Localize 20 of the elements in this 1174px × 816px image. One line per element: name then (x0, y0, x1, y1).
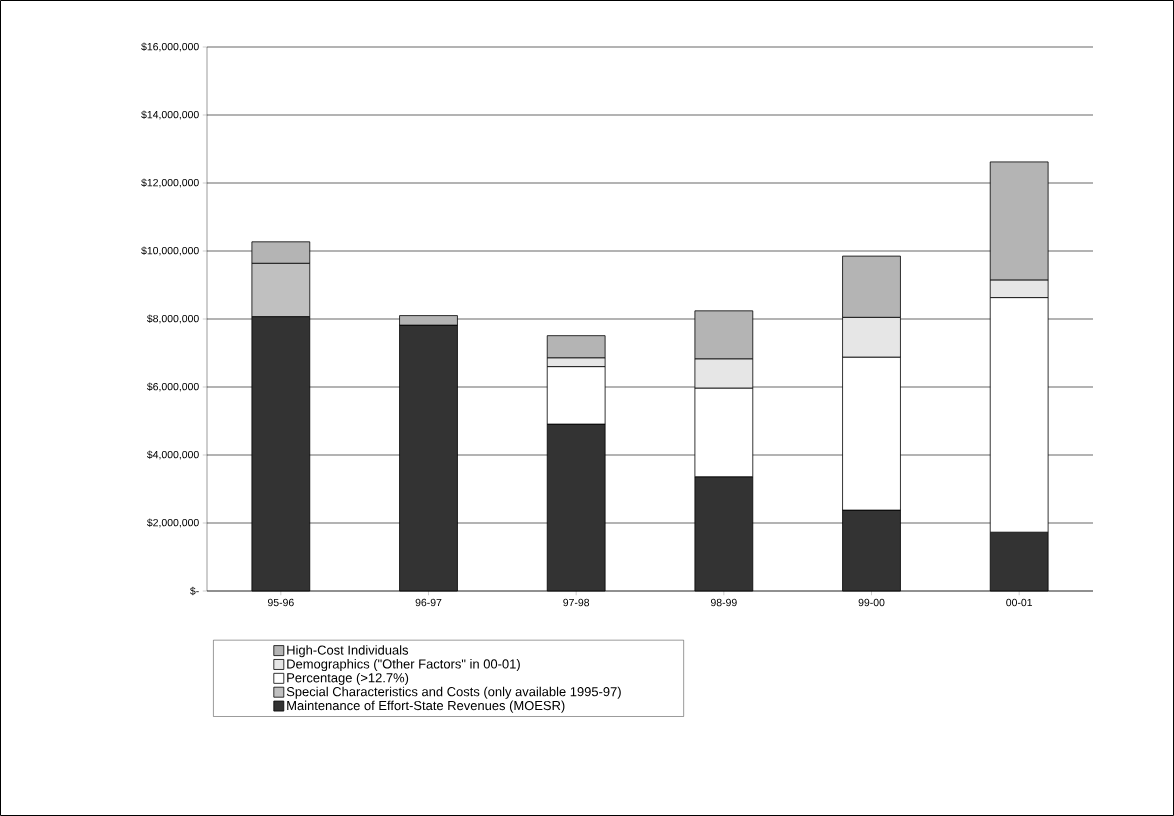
x-tick-label: 00-01 (1006, 598, 1033, 607)
y-tick-label: $12,000,000 (141, 178, 199, 188)
y-tick-label: $16,000,000 (141, 42, 199, 52)
y-tick-label: $10,000,000 (141, 246, 199, 256)
legend-label: Demographics ("Other Factors" in 00-01) (287, 659, 520, 672)
x-tick-label: 96-97 (415, 598, 442, 607)
x-tick-label: 95-96 (267, 598, 294, 607)
x-tick-label: 97-98 (563, 598, 590, 607)
y-tick-label: $2,000,000 (146, 518, 199, 528)
legend-label: Percentage (>12.7%) (287, 672, 409, 685)
x-tick-label: 98-99 (710, 598, 737, 607)
y-tick-label: $4,000,000 (146, 450, 199, 460)
legend-label: High-Cost Individuals (287, 645, 409, 658)
y-tick-label: $14,000,000 (141, 110, 199, 120)
legend-label: Special Characteristics and Costs (only available 1995-97) (286, 686, 621, 699)
y-tick-label: $- (190, 586, 199, 596)
y-tick-label: $6,000,000 (146, 382, 199, 392)
legend-label: Maintenance of Effort-State Revenues (MOESR) (287, 700, 565, 713)
x-tick-label: 99-00 (858, 598, 885, 607)
y-tick-label: $8,000,000 (146, 314, 199, 324)
